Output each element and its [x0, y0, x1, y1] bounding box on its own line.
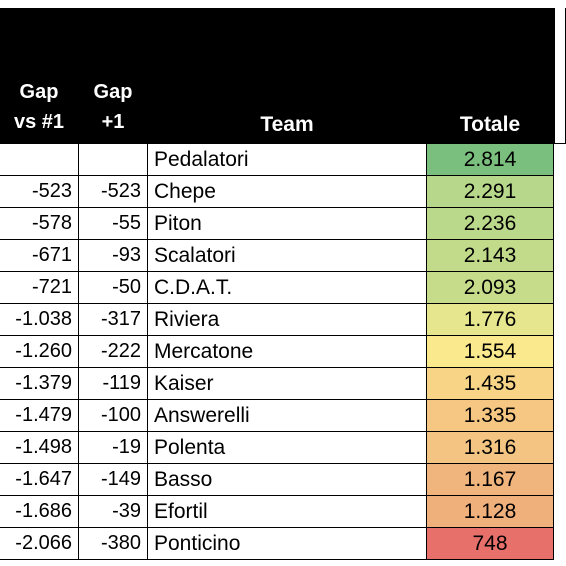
gap-vs-first-cell[interactable] [0, 144, 79, 176]
header-extra-column[interactable] [554, 8, 566, 144]
team-cell[interactable]: C.D.A.T. [148, 272, 427, 304]
table-row: -523 -523 Chepe 2.291 [0, 176, 566, 208]
gap-prev-cell[interactable]: -50 [79, 272, 148, 304]
total-cell[interactable]: 2.291 [427, 176, 554, 208]
extra-cell[interactable] [554, 272, 566, 304]
total-cell[interactable]: 1.435 [427, 368, 554, 400]
extra-cell[interactable] [554, 240, 566, 272]
gap-vs-first-cell[interactable]: -1.479 [0, 400, 79, 432]
table-row: -1.498 -19 Polenta 1.316 [0, 432, 566, 464]
team-cell[interactable]: Pedalatori [148, 144, 427, 176]
table-row: -1.260 -222 Mercatone 1.554 [0, 336, 566, 368]
gap-vs-first-cell[interactable]: -1.260 [0, 336, 79, 368]
total-cell[interactable]: 1.316 [427, 432, 554, 464]
total-cell[interactable]: 1.554 [427, 336, 554, 368]
team-cell[interactable]: Scalatori [148, 240, 427, 272]
header-gap-vs-first[interactable]: Gap vs #1 [0, 8, 79, 144]
table-row: -1.647 -149 Basso 1.167 [0, 464, 566, 496]
gap-prev-cell[interactable] [79, 144, 148, 176]
header-gap-vs-first-line2: vs #1 [13, 111, 65, 133]
team-cell[interactable]: Piton [148, 208, 427, 240]
extra-cell[interactable] [554, 528, 566, 560]
gap-prev-cell[interactable]: -93 [79, 240, 148, 272]
table-row: -1.038 -317 Riviera 1.776 [0, 304, 566, 336]
total-cell[interactable]: 1.335 [427, 400, 554, 432]
table-row: -1.686 -39 Efortil 1.128 [0, 496, 566, 528]
gap-prev-cell[interactable]: -380 [79, 528, 148, 560]
extra-cell[interactable] [554, 176, 566, 208]
header-team[interactable]: Team [148, 8, 427, 144]
gap-prev-cell[interactable]: -149 [79, 464, 148, 496]
gap-prev-cell[interactable]: -317 [79, 304, 148, 336]
total-cell[interactable]: 1.128 [427, 496, 554, 528]
header-total-label: Totale [459, 113, 521, 136]
team-cell[interactable]: Ponticino [148, 528, 427, 560]
team-cell[interactable]: Kaiser [148, 368, 427, 400]
gap-prev-cell[interactable]: -119 [79, 368, 148, 400]
gap-vs-first-cell[interactable]: -1.379 [0, 368, 79, 400]
team-cell[interactable]: Basso [148, 464, 427, 496]
table-row: -578 -55 Piton 2.236 [0, 208, 566, 240]
team-cell[interactable]: Chepe [148, 176, 427, 208]
team-cell[interactable]: Efortil [148, 496, 427, 528]
total-cell[interactable]: 1.167 [427, 464, 554, 496]
total-cell[interactable]: 2.236 [427, 208, 554, 240]
table-row: -721 -50 C.D.A.T. 2.093 [0, 272, 566, 304]
extra-cell[interactable] [554, 304, 566, 336]
header-gap-prev[interactable]: Gap +1 [79, 8, 148, 144]
gap-prev-cell[interactable]: -222 [79, 336, 148, 368]
gap-vs-first-cell[interactable]: -1.647 [0, 464, 79, 496]
extra-cell[interactable] [554, 464, 566, 496]
extra-cell[interactable] [554, 496, 566, 528]
extra-cell[interactable] [554, 368, 566, 400]
header-total[interactable]: Totale [427, 8, 554, 144]
gap-vs-first-cell[interactable]: -671 [0, 240, 79, 272]
extra-cell[interactable] [554, 432, 566, 464]
extra-cell[interactable] [554, 208, 566, 240]
total-cell[interactable]: 2.093 [427, 272, 554, 304]
team-cell[interactable]: Mercatone [148, 336, 427, 368]
team-cell[interactable]: Answerelli [148, 400, 427, 432]
gap-prev-cell[interactable]: -523 [79, 176, 148, 208]
gap-vs-first-cell[interactable]: -721 [0, 272, 79, 304]
gap-vs-first-cell[interactable]: -1.498 [0, 432, 79, 464]
table-row: -671 -93 Scalatori 2.143 [0, 240, 566, 272]
header-row: Gap vs #1 Gap +1 Team Totale [0, 8, 566, 144]
gap-vs-first-cell[interactable]: -2.066 [0, 528, 79, 560]
gap-vs-first-cell[interactable]: -1.038 [0, 304, 79, 336]
team-cell[interactable]: Polenta [148, 432, 427, 464]
total-cell[interactable]: 2.143 [427, 240, 554, 272]
gap-prev-cell[interactable]: -39 [79, 496, 148, 528]
total-cell[interactable]: 748 [427, 528, 554, 560]
header-gap-prev-line1: Gap [93, 81, 133, 103]
gap-vs-first-cell[interactable]: -1.686 [0, 496, 79, 528]
total-cell[interactable]: 2.814 [427, 144, 554, 176]
gap-prev-cell[interactable]: -19 [79, 432, 148, 464]
table-row: -1.479 -100 Answerelli 1.335 [0, 400, 566, 432]
header-team-label: Team [260, 113, 314, 136]
header-gap-vs-first-line1: Gap [19, 81, 59, 103]
total-cell[interactable]: 1.776 [427, 304, 554, 336]
table-row: -1.379 -119 Kaiser 1.435 [0, 368, 566, 400]
table-row: Pedalatori 2.814 [0, 144, 566, 176]
top-margin [0, 0, 566, 8]
extra-cell[interactable] [554, 336, 566, 368]
gap-vs-first-cell[interactable]: -578 [0, 208, 79, 240]
gap-prev-cell[interactable]: -100 [79, 400, 148, 432]
team-cell[interactable]: Riviera [148, 304, 427, 336]
extra-cell[interactable] [554, 144, 566, 176]
extra-cell[interactable] [554, 400, 566, 432]
table-row: -2.066 -380 Ponticino 748 [0, 528, 566, 560]
gap-vs-first-cell[interactable]: -523 [0, 176, 79, 208]
header-gap-prev-line2: +1 [101, 111, 125, 133]
gap-prev-cell[interactable]: -55 [79, 208, 148, 240]
